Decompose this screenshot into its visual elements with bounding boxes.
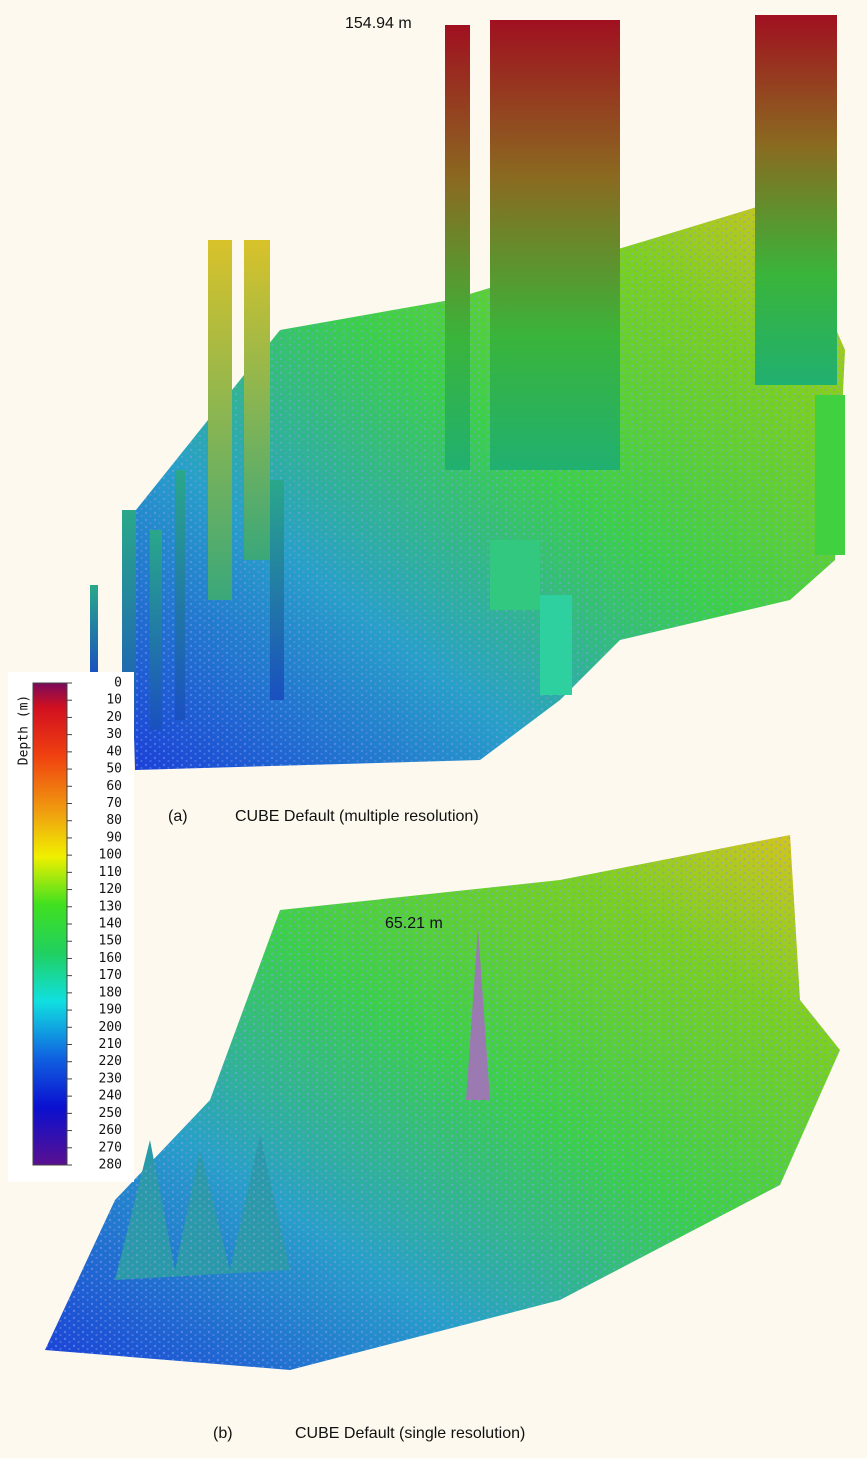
colorbar-tick-label: 60 <box>106 779 122 794</box>
colorbar-tick-label: 190 <box>99 1003 122 1018</box>
colorbar-tick-label: 70 <box>106 796 122 811</box>
figure: 154.94 m (a) CUBE Default (multiple reso… <box>0 0 867 1453</box>
colorbar-tick-label: 0 <box>114 676 122 691</box>
colorbar-tick-label: 250 <box>99 1106 122 1121</box>
colorbar-tick-label: 200 <box>99 1020 122 1035</box>
colorbar-tick-label: 100 <box>99 848 122 863</box>
panel-a-render <box>90 15 845 770</box>
caption: CUBE Default (multiple resolution) <box>235 808 479 825</box>
colorbar-tick-label: 110 <box>99 865 122 880</box>
colorbar-tick-label: 160 <box>99 951 122 966</box>
colorbar-tick-label: 230 <box>99 1071 122 1086</box>
annotation: 65.21 m <box>385 915 443 932</box>
colorbar-tick-label: 120 <box>99 882 122 897</box>
colorbar-tick-label: 90 <box>106 830 122 845</box>
colorbar-tick-label: 150 <box>99 934 122 949</box>
page: 154.94 m (a) CUBE Default (multiple reso… <box>0 0 867 1453</box>
colorbar-tick-label: 30 <box>106 727 122 742</box>
colorbar-tick-label: 80 <box>106 813 122 828</box>
annotation: 154.94 m <box>345 15 412 32</box>
colorbar: Depth (m) 0 10 20 30 40 50 60 70 80 90 100 110 120 13… <box>8 672 134 1182</box>
caption: CUBE Default (single resolution) <box>295 1425 525 1442</box>
colorbar-tick-label: 170 <box>99 968 122 983</box>
panel-label: (b) <box>213 1425 233 1442</box>
colorbar-tick-label: 180 <box>99 985 122 1000</box>
colorbar-tick-label: 280 <box>99 1158 122 1173</box>
colorbar-tick-label: 210 <box>99 1037 122 1052</box>
colorbar-tick-label: 260 <box>99 1123 122 1138</box>
colorbar-tick-label: 130 <box>99 899 122 914</box>
colorbar-tick-label: 20 <box>106 710 122 725</box>
colorbar-tick-label: 10 <box>106 693 122 708</box>
colorbar-tick-label: 140 <box>99 917 122 932</box>
colorbar-tick-label: 240 <box>99 1089 122 1104</box>
panel-label: (a) <box>168 808 188 825</box>
colorbar-tick-label: 220 <box>99 1054 122 1069</box>
colorbar-tick-label: 270 <box>99 1140 122 1155</box>
colorbar-title: Depth (m) <box>17 695 32 765</box>
colorbar-tick-label: 50 <box>106 762 122 777</box>
colorbar-tick-label: 40 <box>106 744 122 759</box>
